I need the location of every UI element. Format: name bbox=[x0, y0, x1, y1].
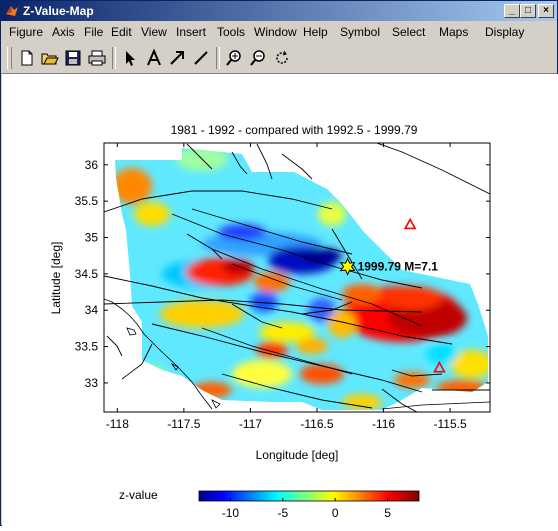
menu-insert[interactable]: Insert bbox=[176, 25, 207, 39]
print-icon[interactable] bbox=[87, 48, 107, 68]
y-tick-label: 34 bbox=[85, 303, 99, 317]
colorbar-tick-label: 5 bbox=[384, 506, 391, 520]
x-tick-label: -116.5 bbox=[300, 417, 333, 431]
y-tick-label: 36 bbox=[85, 158, 99, 172]
text-icon[interactable] bbox=[144, 48, 164, 68]
menu-view[interactable]: View bbox=[141, 25, 167, 39]
y-tick-label: 35.5 bbox=[75, 194, 99, 208]
arrow-icon[interactable] bbox=[167, 48, 187, 68]
open-folder-icon[interactable] bbox=[40, 48, 60, 68]
rotate-icon[interactable] bbox=[272, 48, 292, 68]
event-label: 1999.79 M=7.1 bbox=[358, 260, 439, 274]
menu-window[interactable]: Window bbox=[254, 25, 297, 39]
window-title: Z-Value-Map bbox=[23, 4, 94, 18]
toolbar bbox=[1, 43, 557, 74]
chart-title: 1981 - 1992 - compared with 1992.5 - 199… bbox=[171, 123, 418, 137]
x-axis: -118 -117.5 -117 -116.5 -116 -115.5 bbox=[106, 143, 467, 431]
station-triangle-marker bbox=[433, 361, 446, 373]
menu-tools[interactable]: Tools bbox=[217, 25, 246, 39]
x-tick-label: -117 bbox=[239, 417, 262, 431]
menu-bar: Figure Axis File Edit View Insert Tools … bbox=[1, 22, 557, 42]
zoom-out-icon[interactable] bbox=[248, 48, 268, 68]
zoom-in-icon[interactable] bbox=[224, 48, 244, 68]
x-tick-label: -118 bbox=[106, 417, 129, 431]
matlab-logo-icon bbox=[6, 6, 18, 16]
menu-maps[interactable]: Maps bbox=[439, 25, 469, 39]
pointer-icon[interactable] bbox=[120, 48, 140, 68]
y-tick-label: 33 bbox=[85, 376, 99, 390]
line-icon[interactable] bbox=[191, 48, 211, 68]
menu-display[interactable]: Display bbox=[485, 25, 525, 39]
menu-axis[interactable]: Axis bbox=[52, 25, 75, 39]
menu-symbol[interactable]: Symbol bbox=[340, 25, 381, 39]
colorbar-tick-label: -5 bbox=[277, 506, 288, 520]
x-tick-label: -116 bbox=[372, 417, 395, 431]
y-axis: 33 33.5 34 34.5 35 35.5 36 bbox=[75, 158, 490, 390]
y-tick-label: 34.5 bbox=[75, 267, 99, 281]
mainshock-star-marker bbox=[339, 257, 356, 276]
z-value-map-plot[interactable]: 1981 - 1992 - compared with 1992.5 - 199… bbox=[2, 74, 558, 526]
x-axis-label: Longitude [deg] bbox=[256, 448, 339, 462]
menu-file[interactable]: File bbox=[84, 25, 104, 39]
fault-lines bbox=[104, 143, 490, 412]
colorbar-label: z-value bbox=[119, 488, 158, 502]
x-tick-label: -117.5 bbox=[167, 417, 200, 431]
title-bar[interactable]: Z-Value-Map _ □ × bbox=[1, 1, 557, 21]
station-triangle-marker bbox=[403, 217, 417, 230]
minimize-button[interactable]: _ bbox=[504, 4, 520, 18]
menu-select[interactable]: Select bbox=[392, 25, 426, 39]
colorbar-tick-label: -10 bbox=[222, 506, 240, 520]
menu-help[interactable]: Help bbox=[303, 25, 328, 39]
maximize-button[interactable]: □ bbox=[520, 4, 536, 18]
toolbar-separator bbox=[216, 47, 220, 69]
close-button[interactable]: × bbox=[538, 4, 554, 18]
x-tick-label: -115.5 bbox=[433, 417, 466, 431]
axes-frame bbox=[103, 142, 491, 413]
new-file-icon[interactable] bbox=[17, 48, 37, 68]
colorbar-tick-label: 0 bbox=[332, 506, 339, 520]
y-tick-label: 35 bbox=[85, 231, 99, 245]
z-value-heatmap bbox=[115, 148, 488, 410]
save-icon[interactable] bbox=[63, 48, 83, 68]
toolbar-separator bbox=[112, 47, 116, 69]
colorbar-ticks: -10 -5 0 5 bbox=[222, 498, 391, 520]
colorbar bbox=[198, 490, 420, 502]
figure-canvas: 1981 - 1992 - compared with 1992.5 - 199… bbox=[2, 74, 558, 526]
markers: 1999.79 M=7.1 bbox=[339, 217, 446, 373]
y-tick-label: 33.5 bbox=[75, 340, 99, 354]
coastline bbox=[104, 298, 490, 410]
toolbar-grip[interactable] bbox=[7, 47, 12, 69]
menu-edit[interactable]: Edit bbox=[111, 25, 132, 39]
y-axis-label: Latitude [deg] bbox=[49, 242, 63, 315]
menu-figure[interactable]: Figure bbox=[9, 25, 44, 39]
